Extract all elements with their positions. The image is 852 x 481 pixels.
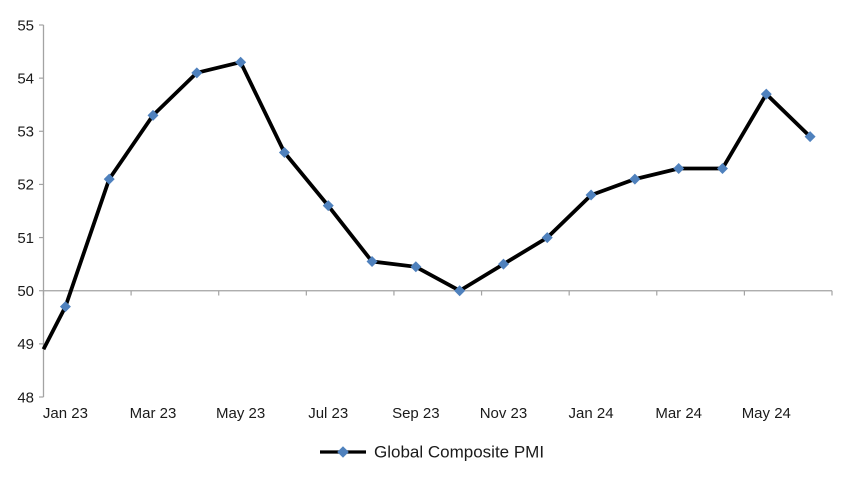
x-tick-label: Jul 23 xyxy=(308,405,348,422)
y-tick-label: 55 xyxy=(17,17,34,34)
x-tick-label: May 24 xyxy=(742,405,791,422)
data-point-marker xyxy=(322,200,334,212)
y-tick-label: 54 xyxy=(17,70,34,87)
data-point-marker xyxy=(278,147,290,159)
pmi-series-line xyxy=(41,59,812,351)
y-tick-label: 53 xyxy=(17,124,34,141)
data-point-marker xyxy=(629,173,641,185)
legend-label: Global Composite PMI xyxy=(374,443,544,462)
data-point-marker xyxy=(235,56,247,68)
data-point-marker xyxy=(59,301,71,313)
y-tick-label: 52 xyxy=(17,177,34,194)
x-tick-label: Mar 24 xyxy=(655,405,702,422)
data-point-marker xyxy=(804,131,816,143)
data-point-marker xyxy=(454,285,466,297)
x-tick-label: Mar 23 xyxy=(130,405,177,422)
data-point-marker xyxy=(585,189,597,201)
y-tick-label: 48 xyxy=(17,389,34,406)
data-point-marker xyxy=(716,162,728,174)
x-tick-label: Nov 23 xyxy=(480,405,528,422)
data-point-marker xyxy=(191,67,203,79)
legend-diamond-icon xyxy=(337,446,349,458)
x-tick-label: May 23 xyxy=(216,405,265,422)
data-point-marker xyxy=(147,109,159,121)
data-point-marker xyxy=(673,162,685,174)
data-point-marker xyxy=(541,232,553,244)
data-point-marker xyxy=(497,258,509,270)
y-tick-label: 51 xyxy=(17,230,34,247)
data-point-marker xyxy=(103,173,115,185)
x-tick-label: Sep 23 xyxy=(392,405,440,422)
x-tick-label: Jan 24 xyxy=(569,405,614,422)
chart-legend: Global Composite PMI xyxy=(320,443,544,462)
data-point-marker xyxy=(366,255,378,267)
y-tick-label: 49 xyxy=(17,336,34,353)
x-tick-label: Jan 23 xyxy=(43,405,88,422)
data-point-marker xyxy=(410,261,422,273)
data-point-marker xyxy=(760,88,772,100)
y-tick-label: 50 xyxy=(17,283,34,300)
